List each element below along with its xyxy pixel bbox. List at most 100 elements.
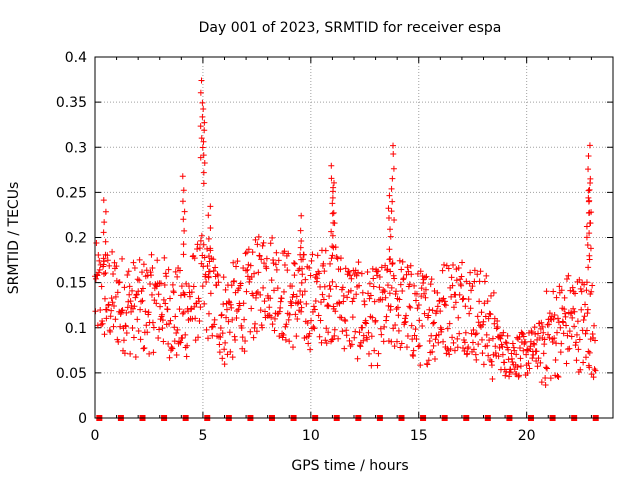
data-point: [441, 261, 448, 268]
data-point: [393, 305, 400, 312]
data-point: [455, 314, 462, 321]
data-point: [541, 336, 548, 343]
data-point: [552, 357, 559, 364]
data-point: [268, 314, 275, 321]
data-point: [505, 346, 512, 353]
data-point: [508, 350, 515, 357]
data-point: [137, 336, 144, 343]
data-point: [317, 317, 324, 324]
data-point: [195, 298, 202, 305]
data-point: [571, 323, 578, 330]
data-point: [582, 301, 589, 308]
data-point: [299, 291, 306, 298]
data-point: [201, 254, 208, 261]
data-point: [183, 353, 190, 360]
data-point: [454, 344, 461, 351]
data-point: [403, 344, 410, 351]
data-point: [571, 308, 578, 315]
data-point: [115, 338, 122, 345]
data-point: [253, 290, 260, 297]
data-point: [307, 346, 314, 353]
data-point: [297, 227, 304, 234]
data-point: [329, 210, 336, 217]
data-point: [449, 282, 456, 289]
data-point: [237, 280, 244, 287]
data-point: [201, 159, 208, 166]
data-point: [396, 296, 403, 303]
data-point: [242, 338, 249, 345]
data-point: [477, 268, 484, 275]
data-point: [151, 297, 158, 304]
data-point: [176, 267, 183, 274]
data-point: [140, 261, 147, 268]
data-point: [346, 272, 353, 279]
data-point: [298, 212, 305, 219]
data-point: [387, 226, 394, 233]
data-point: [332, 308, 339, 315]
data-point: [408, 322, 415, 329]
data-point: [227, 348, 234, 355]
data-point: [400, 275, 407, 282]
data-point: [323, 340, 330, 347]
data-point: [173, 329, 180, 336]
x-tick-label: 5: [198, 428, 207, 444]
data-point: [422, 294, 429, 301]
data-point: [328, 336, 335, 343]
data-point: [412, 326, 419, 333]
data-point: [182, 331, 189, 338]
data-point: [516, 334, 523, 341]
data-point: [358, 270, 365, 277]
data-point: [271, 315, 278, 322]
data-point: [342, 265, 349, 272]
data-point: [577, 366, 584, 373]
data-point: [275, 257, 282, 264]
data-point: [197, 237, 204, 244]
data-point: [330, 209, 337, 216]
data-point: [289, 283, 296, 290]
data-point: [324, 302, 331, 309]
data-point: [267, 240, 274, 247]
data-point: [473, 330, 480, 337]
data-point: [587, 180, 594, 187]
data-point: [578, 306, 585, 313]
data-point: [544, 365, 551, 372]
data-point: [143, 322, 150, 329]
data-point: [402, 318, 409, 325]
data-point: [204, 263, 211, 270]
data-point: [280, 288, 287, 295]
data-point: [243, 288, 250, 295]
data-point: [101, 331, 108, 338]
data-point: [426, 337, 433, 344]
data-point: [254, 241, 261, 248]
data-point: [359, 324, 366, 331]
data-point: [585, 348, 592, 355]
data-point: [269, 234, 276, 241]
data-point: [282, 336, 289, 343]
data-point: [205, 212, 212, 219]
data-point: [111, 259, 118, 266]
data-point: [199, 113, 206, 120]
data-point: [201, 300, 208, 307]
data-point: [583, 279, 590, 286]
data-point: [172, 313, 179, 320]
data-point: [180, 216, 187, 223]
data-point: [110, 271, 117, 278]
data-point: [120, 337, 127, 344]
data-point: [166, 320, 173, 327]
data-point: [385, 214, 392, 221]
data-point: [163, 273, 170, 280]
data-point: [386, 246, 393, 253]
data-point: [248, 274, 255, 281]
data-point: [130, 334, 137, 341]
data-point: [205, 235, 212, 242]
data-point: [138, 298, 145, 305]
data-point: [241, 316, 248, 323]
data-point: [557, 324, 564, 331]
data-point: [447, 346, 454, 353]
data-point: [509, 340, 516, 347]
y-tick-label: 0.35: [56, 95, 87, 111]
data-point: [573, 357, 580, 364]
data-point: [139, 297, 146, 304]
data-point: [584, 242, 591, 249]
data-point: [427, 281, 434, 288]
